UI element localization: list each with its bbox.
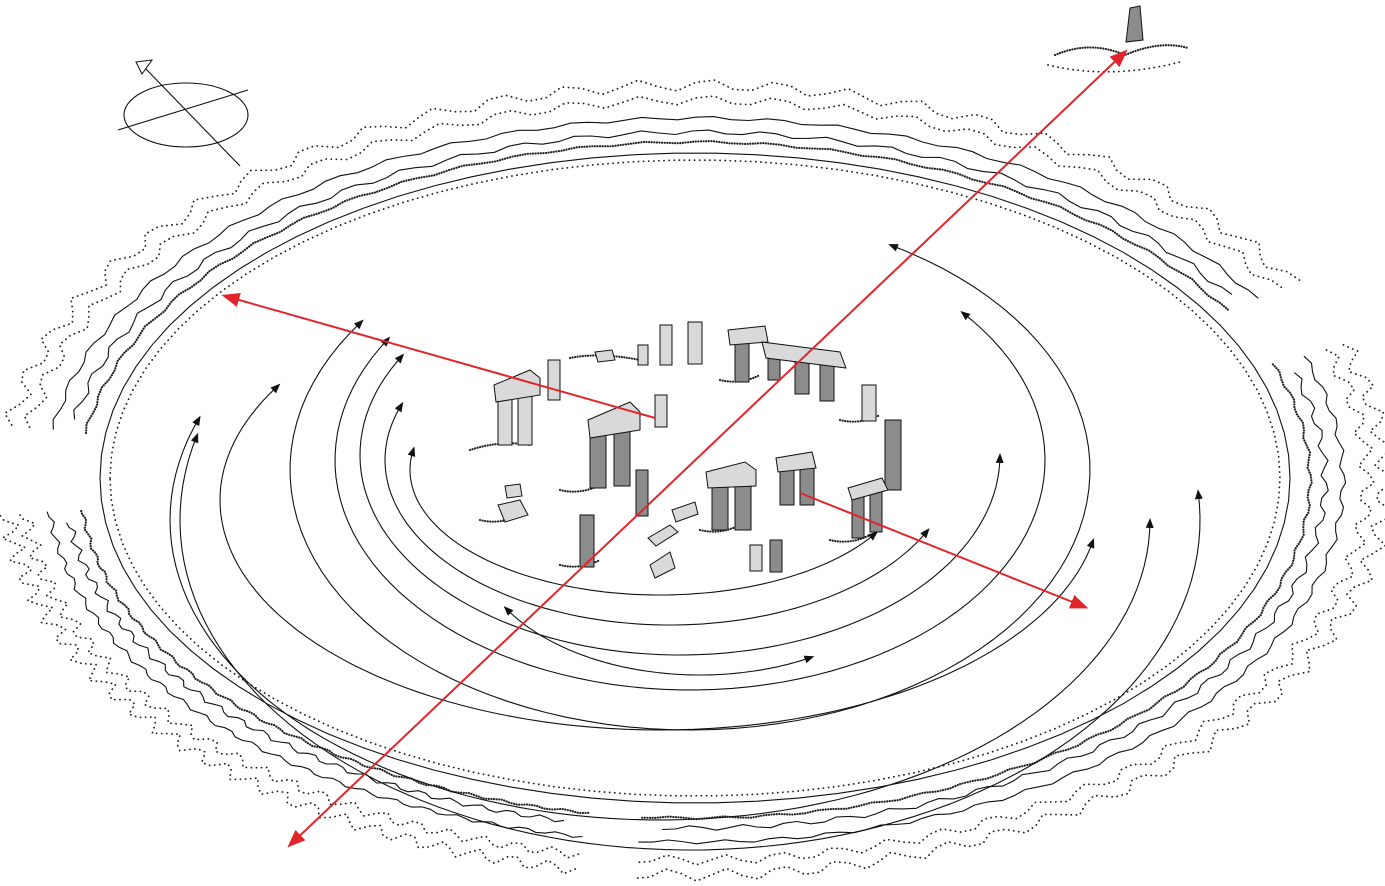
stone: [769, 539, 783, 573]
stone: [517, 394, 533, 446]
stone: [659, 324, 673, 366]
bank-stipple: [633, 344, 1385, 882]
earthwork: [0, 79, 1385, 882]
stone: [654, 394, 668, 428]
stone: [613, 427, 631, 487]
stone: [589, 429, 607, 489]
compass-arrow: [135, 59, 154, 75]
axis-arrow: [799, 492, 1089, 609]
stipple: [1053, 44, 1190, 57]
inner-stipple: [109, 159, 1281, 797]
bank-stipple: [635, 349, 1376, 866]
stone: [671, 501, 699, 523]
compass-line: [144, 67, 241, 167]
stone: [1125, 5, 1144, 43]
heel-stone: [1047, 5, 1190, 73]
stone: [799, 464, 815, 506]
stone: [504, 483, 523, 499]
stone-circle: [468, 321, 902, 579]
stone: [637, 344, 649, 366]
circulation-arc: [503, 606, 815, 676]
bank-stipple: [0, 513, 577, 875]
compass-ellipse: [123, 82, 249, 148]
stone: [497, 499, 529, 523]
stone: [497, 394, 513, 446]
stone: [594, 349, 616, 363]
circulation-arc: [359, 353, 1004, 656]
stone: [749, 544, 763, 572]
bank-stipple: [23, 95, 1284, 428]
stone: [884, 419, 902, 491]
bank-stipple: [640, 363, 1313, 821]
alignment-lines: [221, 49, 1128, 848]
bank-stipple: [18, 512, 580, 859]
solstice-axis: [287, 49, 1128, 848]
axis-arrow: [221, 293, 656, 419]
stone: [647, 524, 679, 547]
circulation-arc: [169, 415, 1154, 821]
circulation-arcs: [169, 244, 1203, 851]
circulation-arc: [289, 244, 1091, 731]
stone: [649, 551, 676, 579]
bank-line: [638, 355, 1347, 845]
bank-line: [66, 522, 565, 823]
stone: [635, 469, 649, 517]
circulation-arc: [384, 401, 930, 626]
compass: [117, 59, 249, 167]
stone: [687, 321, 703, 365]
stone: [819, 364, 835, 402]
stipple: [1047, 61, 1181, 73]
stone: [705, 461, 757, 489]
stone: [861, 384, 877, 422]
stone: [775, 451, 817, 473]
stone: [547, 359, 561, 401]
compass-line: [117, 89, 249, 131]
stone: [734, 339, 750, 383]
circulation-arc: [179, 432, 1203, 851]
circulation-arc: [334, 310, 1046, 691]
bank-line: [661, 372, 1329, 831]
bank-stipple: [84, 139, 1231, 435]
